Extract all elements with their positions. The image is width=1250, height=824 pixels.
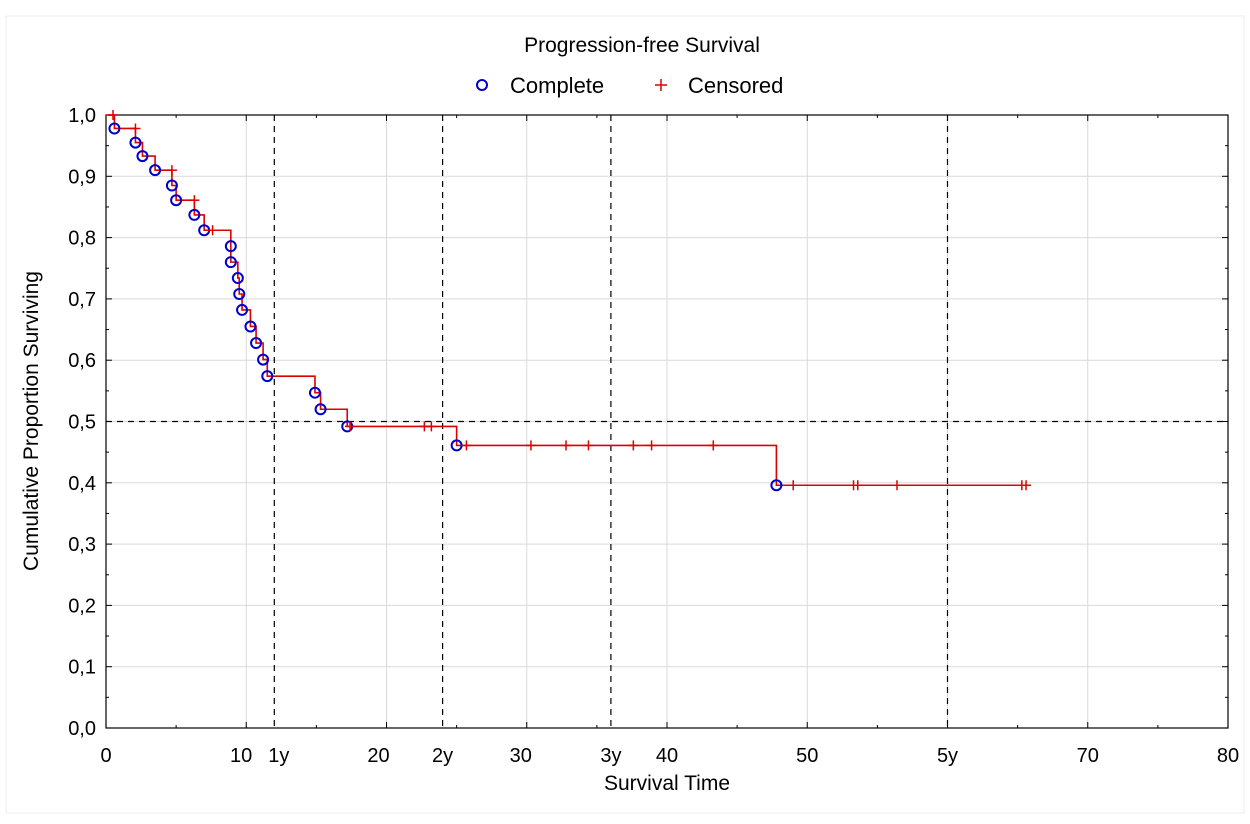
complete-marker [149,164,162,177]
y-tick-label: 0,2 [68,595,96,617]
x-tick-label: 10 [230,745,252,767]
censored-marker [525,440,536,451]
y-tick-label: 0,7 [68,289,96,311]
y-tick-label: 0,6 [68,350,96,372]
complete-marker [233,287,246,300]
censored-marker [708,440,719,451]
censored-marker [561,440,572,451]
y-tick-label: 0,0 [68,718,96,740]
x-tick-label: 80 [1217,745,1239,767]
legend-complete-label: Complete [510,73,604,98]
complete-marker [170,194,183,207]
complete-marker [261,370,274,383]
reference-lines [106,115,1228,728]
complete-marker [188,208,201,221]
complete-marker [308,386,321,399]
axis-ticks [105,114,1229,729]
figure-frame [5,15,1245,814]
complete-marker [129,136,142,149]
x-tick-labels: 0 10 1y 20 2y 30 3y 40 50 5y 70 80 [100,745,1239,767]
x-axis-label: Survival Time [604,772,730,795]
complete-marker [250,337,263,350]
censored-marker [426,421,437,432]
censored-marker [207,225,218,236]
x-tick-label: 0 [100,745,111,767]
x-tick-label: 3y [600,745,621,767]
censored-marker [852,480,863,491]
complete-marker [236,303,249,316]
censored-markers [108,110,1032,491]
censored-marker [628,440,639,451]
x-tick-label: 20 [367,745,389,767]
x-tick-label: 1y [268,745,289,767]
complete-marker [108,122,121,135]
y-tick-label: 0,9 [68,166,96,188]
x-tick-label: 50 [796,745,818,767]
complete-marker [244,320,257,333]
complete-marker [165,179,178,192]
chart-title: Progression-free Survival [524,34,760,57]
censored-marker [788,480,799,491]
censored-marker [892,480,903,491]
censored-marker [166,165,177,176]
y-tick-label: 0,3 [68,534,96,556]
y-tick-labels: 0,0 0,1 0,2 0,3 0,4 0,5 0,6 0,7 0,8 0,9 1,0 [68,105,96,740]
complete-marker [314,403,327,416]
y-tick-label: 0,4 [68,473,96,495]
x-tick-label: 2y [432,745,453,767]
legend-censored-marker [655,79,667,91]
x-tick-label: 5y [937,745,958,767]
y-tick-label: 0,1 [68,657,96,679]
censored-marker [108,110,119,120]
complete-marker [770,479,783,492]
censored-marker [646,440,657,451]
x-tick-label: 40 [656,745,678,767]
censored-marker [1021,480,1032,491]
censored-marker [130,123,141,134]
legend-complete-marker [476,79,488,91]
y-tick-label: 0,8 [68,228,96,250]
complete-marker [136,150,149,163]
complete-markers [108,122,783,492]
y-axis-label: Cumulative Proportion Surviving [20,271,43,571]
x-tick-label: 70 [1077,745,1099,767]
censored-marker [583,440,594,451]
complete-marker [224,240,237,253]
y-tick-label: 0,5 [68,412,96,434]
complete-marker [231,272,244,285]
legend: Complete Censored [476,73,783,98]
y-tick-label: 1,0 [68,105,96,127]
complete-marker [224,256,237,269]
censored-marker [345,421,356,432]
censored-marker [461,440,472,451]
legend-censored-label: Censored [688,73,783,98]
x-tick-label: 30 [510,745,532,767]
complete-marker [257,353,270,366]
censored-marker [189,195,200,206]
